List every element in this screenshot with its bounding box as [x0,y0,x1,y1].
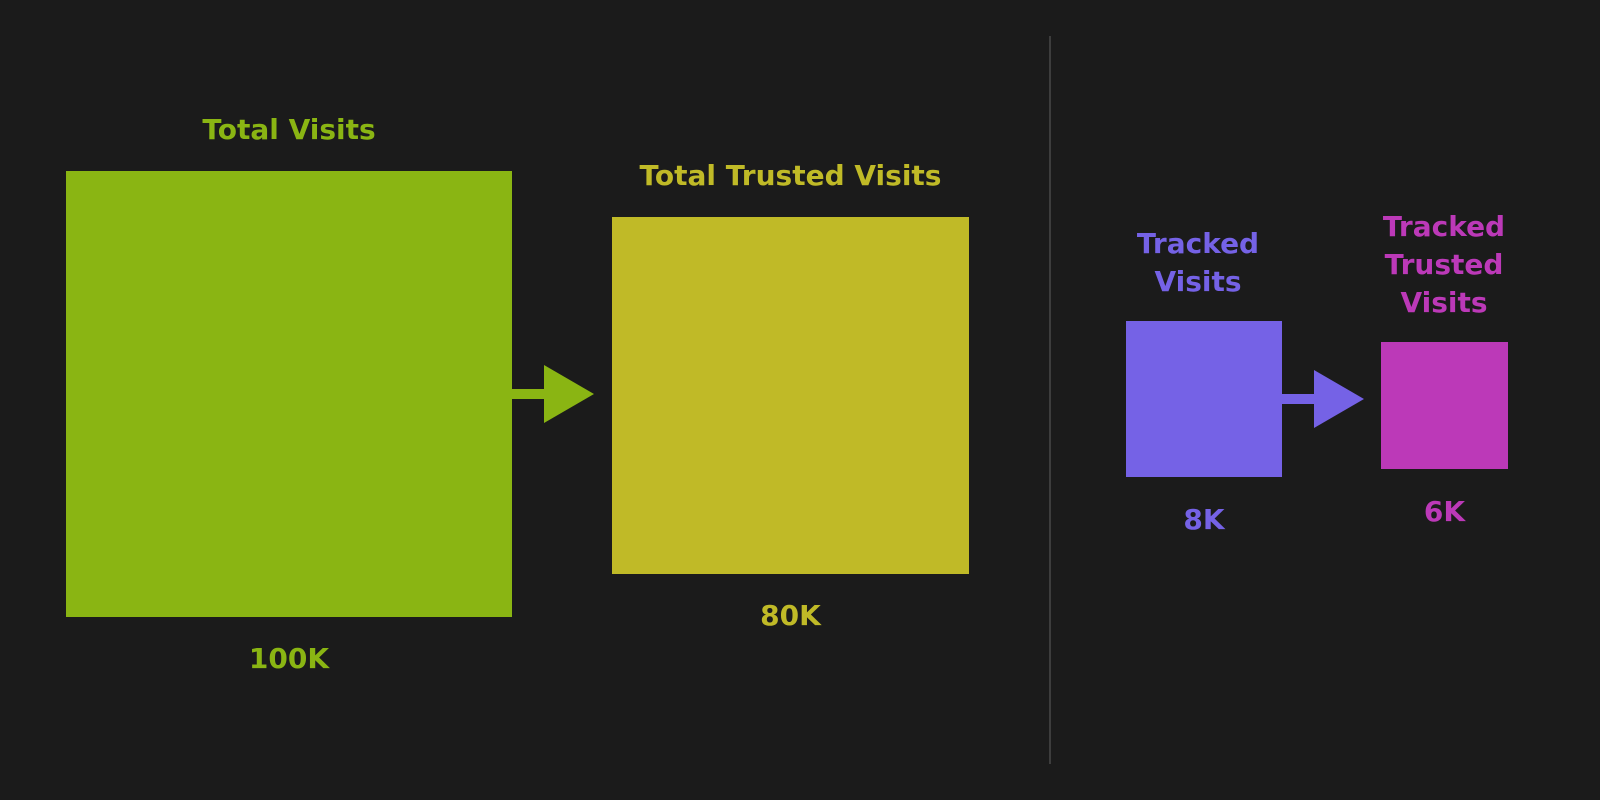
panel-divider [1049,36,1051,764]
tracked-trusted-visits-title: Tracked Trusted Visits [1344,208,1544,322]
total-visits-box [66,171,512,617]
tracked-visits-title: Tracked Visits [1098,225,1298,301]
total-visits-title: Total Visits [202,113,376,146]
tracked-visits-box [1126,321,1282,477]
total-trusted-visits-title: Total Trusted Visits [639,159,942,192]
tracked-trusted-visits-title-line1: Tracked [1382,210,1506,243]
total-visits-value: 100K [248,642,330,675]
tracked-visits-value: 8K [1183,503,1225,536]
total-trusted-visits-box [612,217,969,574]
arrow-right-icon [510,365,594,423]
tracked-visits-title-line1: Tracked [1136,227,1260,260]
tracked-trusted-visits-box [1381,342,1508,469]
tracked-visits-title-line2: Visits [1154,265,1242,298]
tracked-trusted-visits-title-line2: Trusted [1384,248,1504,281]
tracked-trusted-visits-title-line3: Visits [1400,286,1488,319]
tracked-trusted-visits-value: 6K [1423,495,1466,528]
arrow-right-icon [1280,370,1364,428]
total-trusted-visits-value: 80K [760,599,821,632]
